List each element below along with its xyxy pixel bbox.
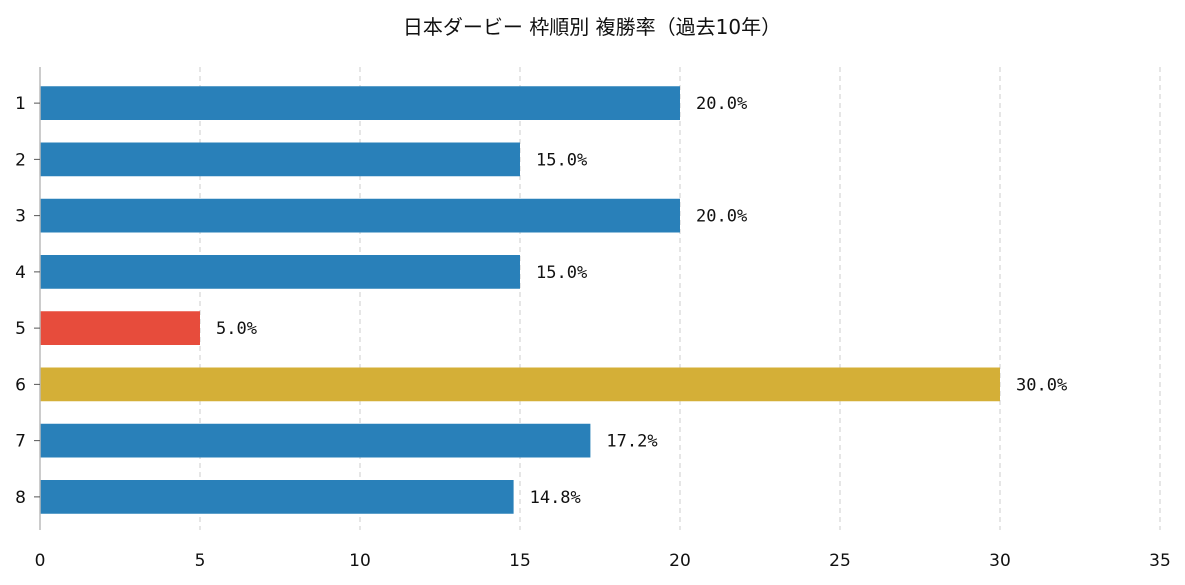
y-tick-label: 6 (15, 375, 26, 395)
chart-title: 日本ダービー 枠順別 複勝率（過去10年） (403, 15, 781, 39)
x-tick-label: 15 (509, 551, 531, 571)
data-label-8: 14.8% (530, 488, 581, 508)
y-tick-label: 1 (15, 94, 26, 114)
x-tick-label: 25 (829, 551, 851, 571)
x-tick-label: 0 (35, 551, 46, 571)
bar-3 (40, 198, 680, 233)
bar-5 (40, 311, 200, 345)
gridlines (199, 67, 1161, 530)
bar-7 (40, 423, 591, 458)
data-label-1: 20.0% (696, 94, 747, 114)
x-tick-label: 30 (989, 551, 1011, 571)
data-label-2: 15.0% (536, 150, 587, 170)
data-label-5: 5.0% (216, 319, 257, 339)
x-tick-label: 20 (669, 551, 691, 571)
bar-1 (40, 86, 680, 120)
data-label-7: 17.2% (606, 432, 657, 452)
data-labels: 20.0% 15.0% 20.0% 15.0% 5.0% 30.0% 17.2% 14.8% (216, 94, 1067, 508)
y-tick-label: 7 (15, 432, 26, 452)
y-tick-label: 2 (15, 150, 26, 170)
data-label-3: 20.0% (696, 207, 747, 227)
y-axis: 1 2 3 4 5 6 7 8 (15, 67, 41, 530)
data-label-4: 15.0% (536, 263, 587, 283)
bar-2 (40, 142, 520, 177)
y-tick-label: 5 (15, 319, 26, 339)
bars (40, 86, 1000, 514)
y-tick-label: 4 (15, 263, 26, 283)
bar-8 (40, 480, 514, 514)
y-tick-label: 8 (15, 488, 26, 508)
data-label-6: 30.0% (1016, 375, 1067, 395)
x-axis: 0 5 10 15 20 25 30 35 (35, 551, 1171, 571)
x-tick-label: 35 (1149, 551, 1171, 571)
x-tick-label: 10 (349, 551, 371, 571)
x-tick-label: 5 (195, 551, 206, 571)
bar-6 (40, 367, 1000, 402)
bar-4 (40, 255, 520, 289)
y-tick-label: 3 (15, 207, 26, 227)
